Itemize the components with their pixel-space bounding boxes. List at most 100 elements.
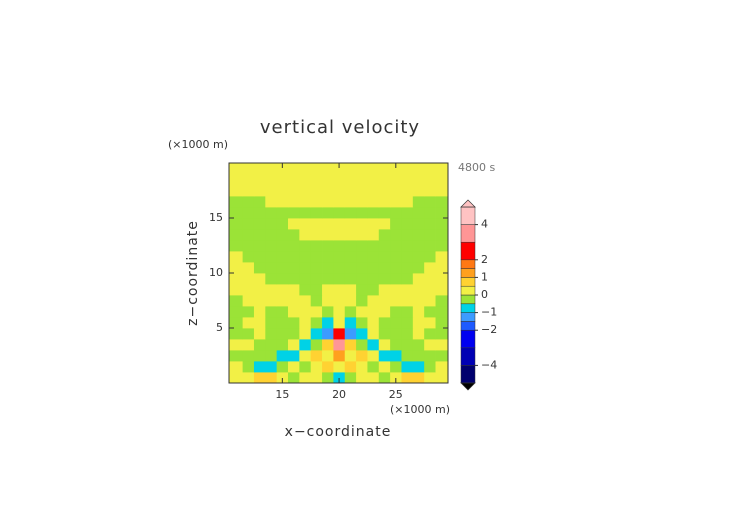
contour-cell [288,163,300,175]
contour-cell [401,273,414,285]
contour-cell [322,306,334,318]
contour-cell [242,218,255,230]
contour-cell [229,350,244,362]
contour-cell [253,218,266,230]
contour-cell [310,207,323,219]
contour-cell [401,306,414,318]
contour-cell [401,317,414,329]
contour-cell [344,196,357,208]
colorbar-segment [460,329,476,349]
contour-cell [424,218,436,230]
y-axis-label: z−coordinate [185,220,201,326]
contour-cell [367,317,380,329]
x-tick-label: 20 [332,388,346,401]
contour-cell [253,185,266,197]
contour-cell [276,251,289,263]
contour-cell [299,273,312,285]
contour-cell [265,262,278,274]
contour-cell [412,174,425,186]
contour-cell [288,174,300,186]
contour-cell [253,328,266,340]
contour-cell [310,262,323,274]
contour-cell [435,240,449,252]
contour-cell [435,163,449,175]
contour-cell [310,174,323,186]
contour-cell [310,229,323,241]
contour-cell [435,306,449,318]
y-unit-label: (×1000 m) [168,138,228,151]
contour-cell [378,174,391,186]
contour-cell [265,207,278,219]
contour-cell [333,163,346,175]
contour-cell [356,262,368,274]
contour-cell [401,350,414,362]
contour-cell [299,317,312,329]
contour-cell [435,328,449,340]
contour-cell [356,251,368,263]
contour-cell [253,372,266,384]
contour-cell [390,240,402,252]
contour-cell [288,317,300,329]
contour-cell [356,361,368,373]
contour-cell [322,295,334,307]
contour-cell [229,207,244,219]
contour-cell [333,185,346,197]
contour-cell [265,174,278,186]
contour-cell [344,262,357,274]
contour-cell [229,295,244,307]
contour-cell [276,163,289,175]
contour-cell [367,339,380,351]
contour-cell [356,196,368,208]
contour-cell [253,229,266,241]
contour-cell [322,196,334,208]
contour-cell [390,317,402,329]
contour-cell [288,262,300,274]
colorbar-segment [460,224,476,243]
contour-cell [299,185,312,197]
y-tick-label: 15 [209,211,223,224]
contour-cell [322,339,334,351]
contour-cell [299,284,312,296]
contour-cell [299,339,312,351]
contour-cell [367,328,380,340]
contour-cell [229,306,244,318]
contour-cell [401,295,414,307]
contour-cell [310,339,323,351]
contour-cell [242,339,255,351]
contour-cell [322,229,334,241]
contour-cell [265,251,278,263]
contour-cell [390,328,402,340]
contour-cell [242,361,255,373]
contour-cell [412,185,425,197]
contour-cell [412,207,425,219]
contour-cell [253,174,266,186]
contour-cell [435,273,449,285]
contour-cell [356,163,368,175]
contour-cell [412,251,425,263]
contour-cell [299,207,312,219]
contour-cell [288,306,300,318]
contour-cell [401,251,414,263]
contour-cell [333,174,346,186]
x-tick-label: 25 [389,388,403,401]
contour-cell [435,207,449,219]
contour-cell [401,207,414,219]
contour-cell [378,251,391,263]
contour-cell [299,372,312,384]
contour-cell [276,262,289,274]
contour-cell [299,251,312,263]
contour-cell [322,185,334,197]
contour-cell [412,240,425,252]
contour-cell [265,306,278,318]
contour-cell [412,163,425,175]
contour-cell [412,218,425,230]
contour-cell [412,350,425,362]
contour-cell [229,361,244,373]
contour-cell [242,262,255,274]
contour-cell [367,273,380,285]
contour-cell [253,251,266,263]
contour-field [229,163,449,384]
contour-cell [356,229,368,241]
contour-cell [310,306,323,318]
x-axis-label: x−coordinate [285,424,392,440]
